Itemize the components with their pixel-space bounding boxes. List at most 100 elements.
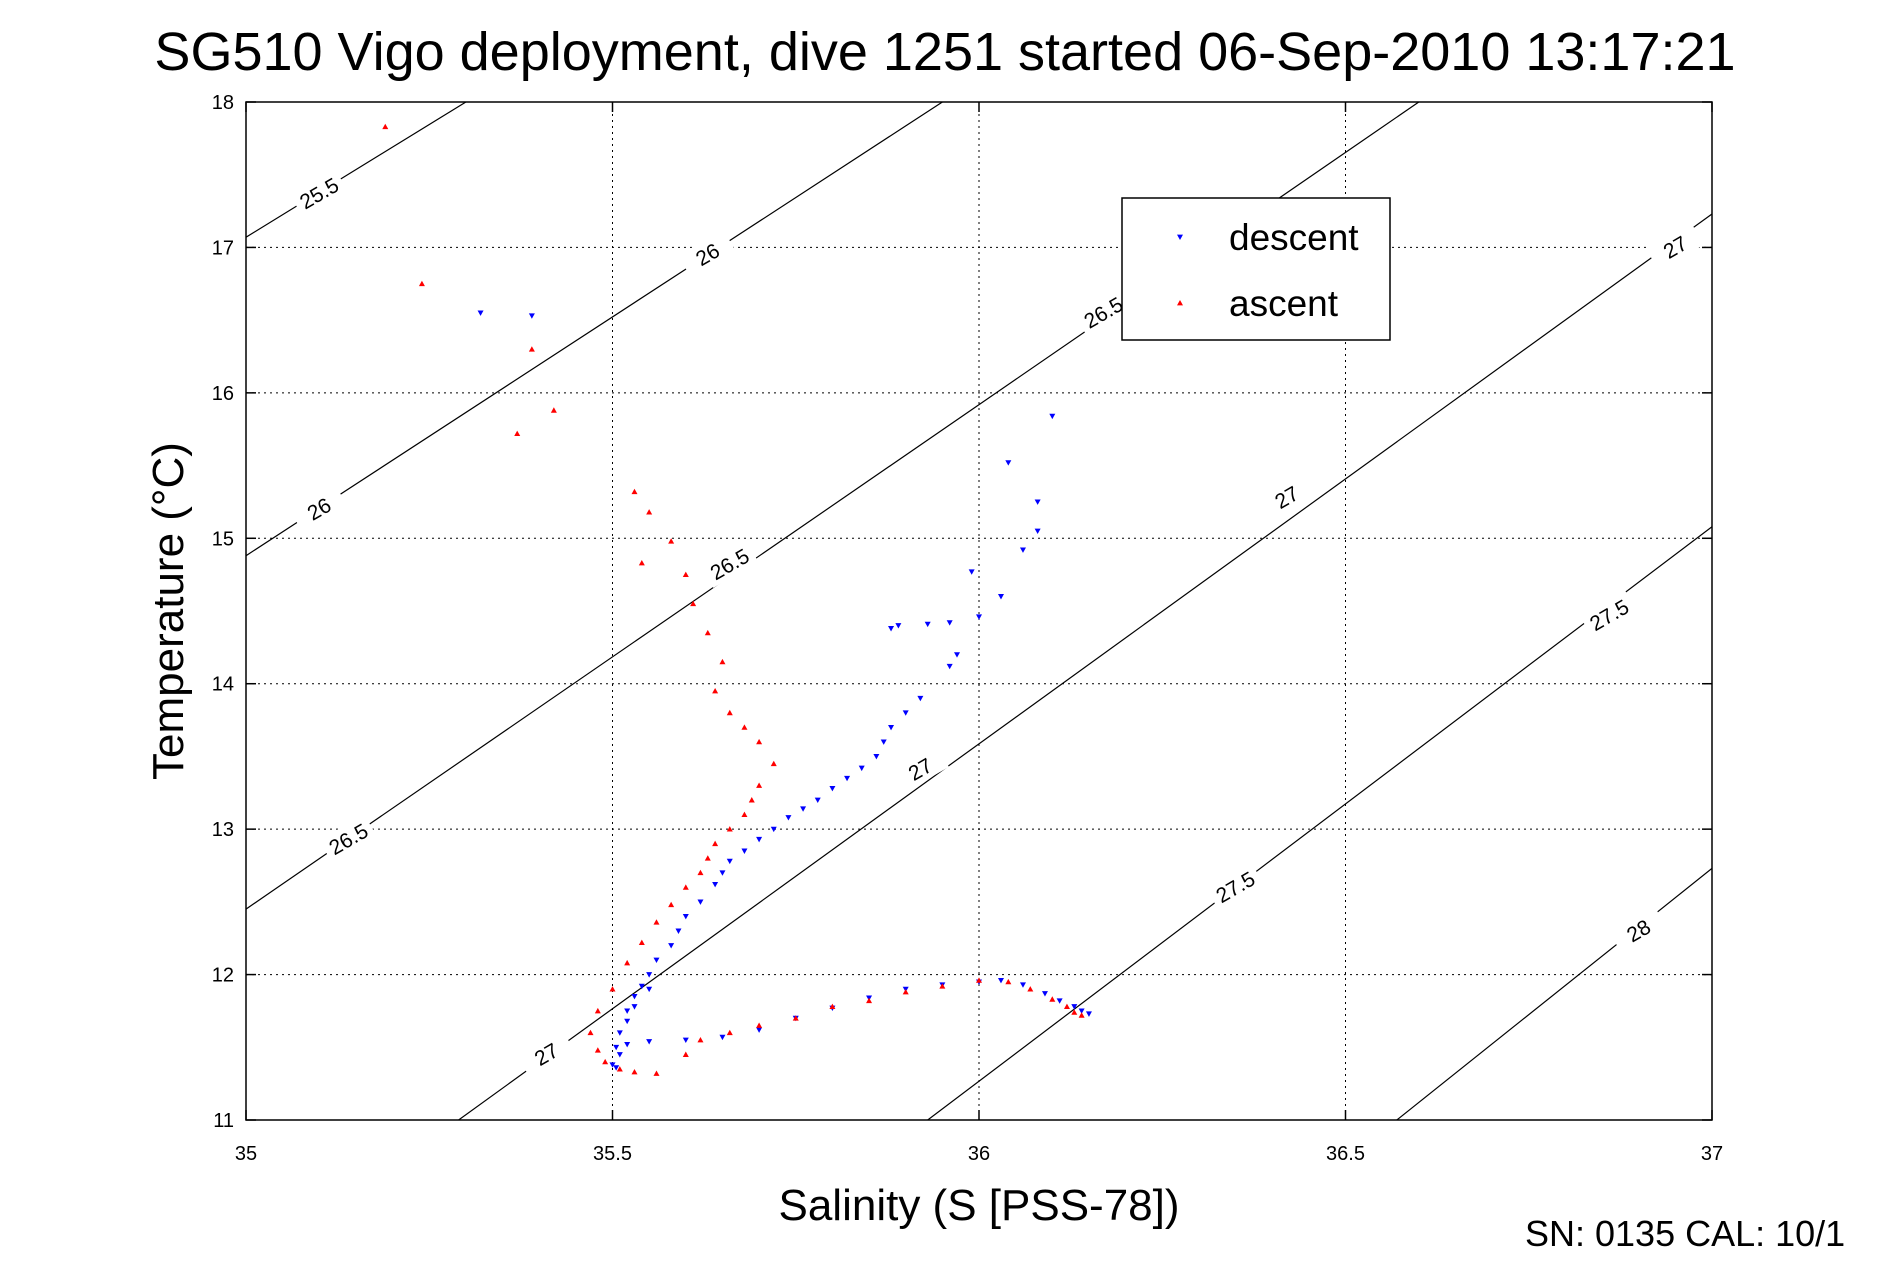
descent-point (528, 313, 535, 319)
ascent-point (587, 1029, 594, 1036)
descent-point (946, 620, 953, 626)
contour-label-bg (289, 484, 348, 533)
ascent-point (653, 1070, 660, 1076)
descent-point (646, 1039, 653, 1045)
ascent-point (631, 1069, 638, 1075)
descent-point (613, 1065, 620, 1071)
descent-point (895, 623, 902, 629)
ascent-point (668, 901, 675, 908)
descent-point (888, 724, 895, 731)
descent-point (1019, 982, 1026, 988)
x-axis-label: Salinity (S [PSS-78]) (778, 1181, 1179, 1230)
descent-point (997, 977, 1004, 984)
ascent-point (719, 658, 726, 665)
ascent-point (631, 488, 638, 495)
descent-point (1085, 1011, 1092, 1017)
descent-point (668, 943, 675, 949)
legend-label-descent: descent (1229, 217, 1359, 258)
density-contour-26 (246, 102, 943, 557)
ascent-point (704, 855, 711, 861)
y-tick-label: 17 (212, 237, 234, 259)
legend-marker-ascent (1177, 300, 1183, 306)
descent-point (844, 775, 851, 782)
x-tick-label: 37 (1701, 1143, 1723, 1165)
ascent-point (690, 600, 697, 607)
ascent-point (829, 1003, 836, 1009)
chart-title: SG510 Vigo deployment, dive 1251 started… (154, 22, 1735, 82)
ascent-point (1049, 996, 1056, 1002)
ascent-point (712, 840, 719, 847)
descent-point (653, 957, 660, 964)
contour-label-bg (1645, 222, 1704, 271)
ascent-point (668, 538, 675, 544)
descent-point (638, 983, 645, 990)
axis-ticks: 35 35.5 36 36.5 37 11 12 13 14 15 16 17 18 (212, 92, 1723, 1165)
x-tick-label: 36 (968, 1143, 990, 1165)
descent-point (1056, 998, 1063, 1004)
ascent-point (748, 797, 755, 803)
legend-marker-descent (1177, 234, 1183, 240)
contour-label-bg (890, 744, 949, 793)
descent-point (675, 928, 682, 934)
ascent-point (638, 939, 645, 945)
ascent-point (514, 430, 521, 436)
x-tick-label: 35 (235, 1143, 257, 1165)
data-series (382, 123, 1092, 1076)
descent-point (719, 1034, 726, 1041)
descent-point (946, 663, 953, 670)
ascent-point (1078, 1012, 1085, 1018)
descent-point (624, 1018, 631, 1025)
descent-point (624, 1041, 631, 1048)
descent-point (785, 815, 792, 821)
descent-point (613, 1044, 620, 1051)
ascent-point (770, 760, 777, 767)
ascent-point (939, 983, 946, 989)
descent-point (954, 652, 961, 658)
y-axis-label: Temperature (°C) (144, 442, 193, 780)
ascent-point (902, 989, 909, 995)
contour-label-bg (1257, 472, 1316, 521)
ascent-point (726, 1029, 733, 1036)
density-contour-28 (1396, 867, 1712, 1120)
ascent-point (697, 869, 704, 876)
descent-point (902, 710, 909, 716)
descent-point (1034, 499, 1041, 505)
y-tick-label: 15 (212, 528, 234, 550)
ascent-point (756, 1022, 763, 1028)
y-tick-label: 14 (212, 674, 234, 696)
descent-point (924, 621, 931, 628)
descent-point (968, 569, 975, 575)
contour-label-bg (1579, 590, 1638, 639)
ascent-point (756, 738, 763, 745)
y-tick-label: 11 (213, 1110, 234, 1132)
ascent-point (682, 571, 689, 578)
legend-box (1121, 197, 1391, 341)
contour-label-bg (678, 229, 737, 279)
descent-point (1071, 1004, 1078, 1010)
descent-point (1005, 460, 1012, 466)
contour-label-bg (1074, 287, 1133, 337)
descent-point (976, 614, 982, 620)
y-tick-label: 13 (212, 819, 234, 841)
descent-point (888, 626, 895, 632)
descent-point (631, 993, 638, 1000)
gridlines (246, 102, 1712, 1120)
ascent-point (682, 884, 689, 890)
ascent-point (756, 782, 763, 788)
ascent-point (653, 919, 660, 925)
descent-point (858, 765, 865, 772)
y-tick-label: 16 (212, 383, 234, 405)
descent-point (917, 695, 924, 702)
series-descent (477, 310, 1092, 1071)
ascent-point (594, 1047, 601, 1053)
footer-serial-cal: SN: 0135 CAL: 10/1 (1525, 1213, 1845, 1254)
ascent-point (704, 629, 711, 636)
ascent-point (550, 407, 557, 413)
legend: descent ascent (1121, 197, 1391, 341)
y-tick-label: 12 (212, 965, 234, 987)
descent-point (770, 826, 777, 833)
descent-point (997, 594, 1004, 600)
ascent-point (1063, 1003, 1070, 1009)
descent-point (1019, 547, 1026, 553)
